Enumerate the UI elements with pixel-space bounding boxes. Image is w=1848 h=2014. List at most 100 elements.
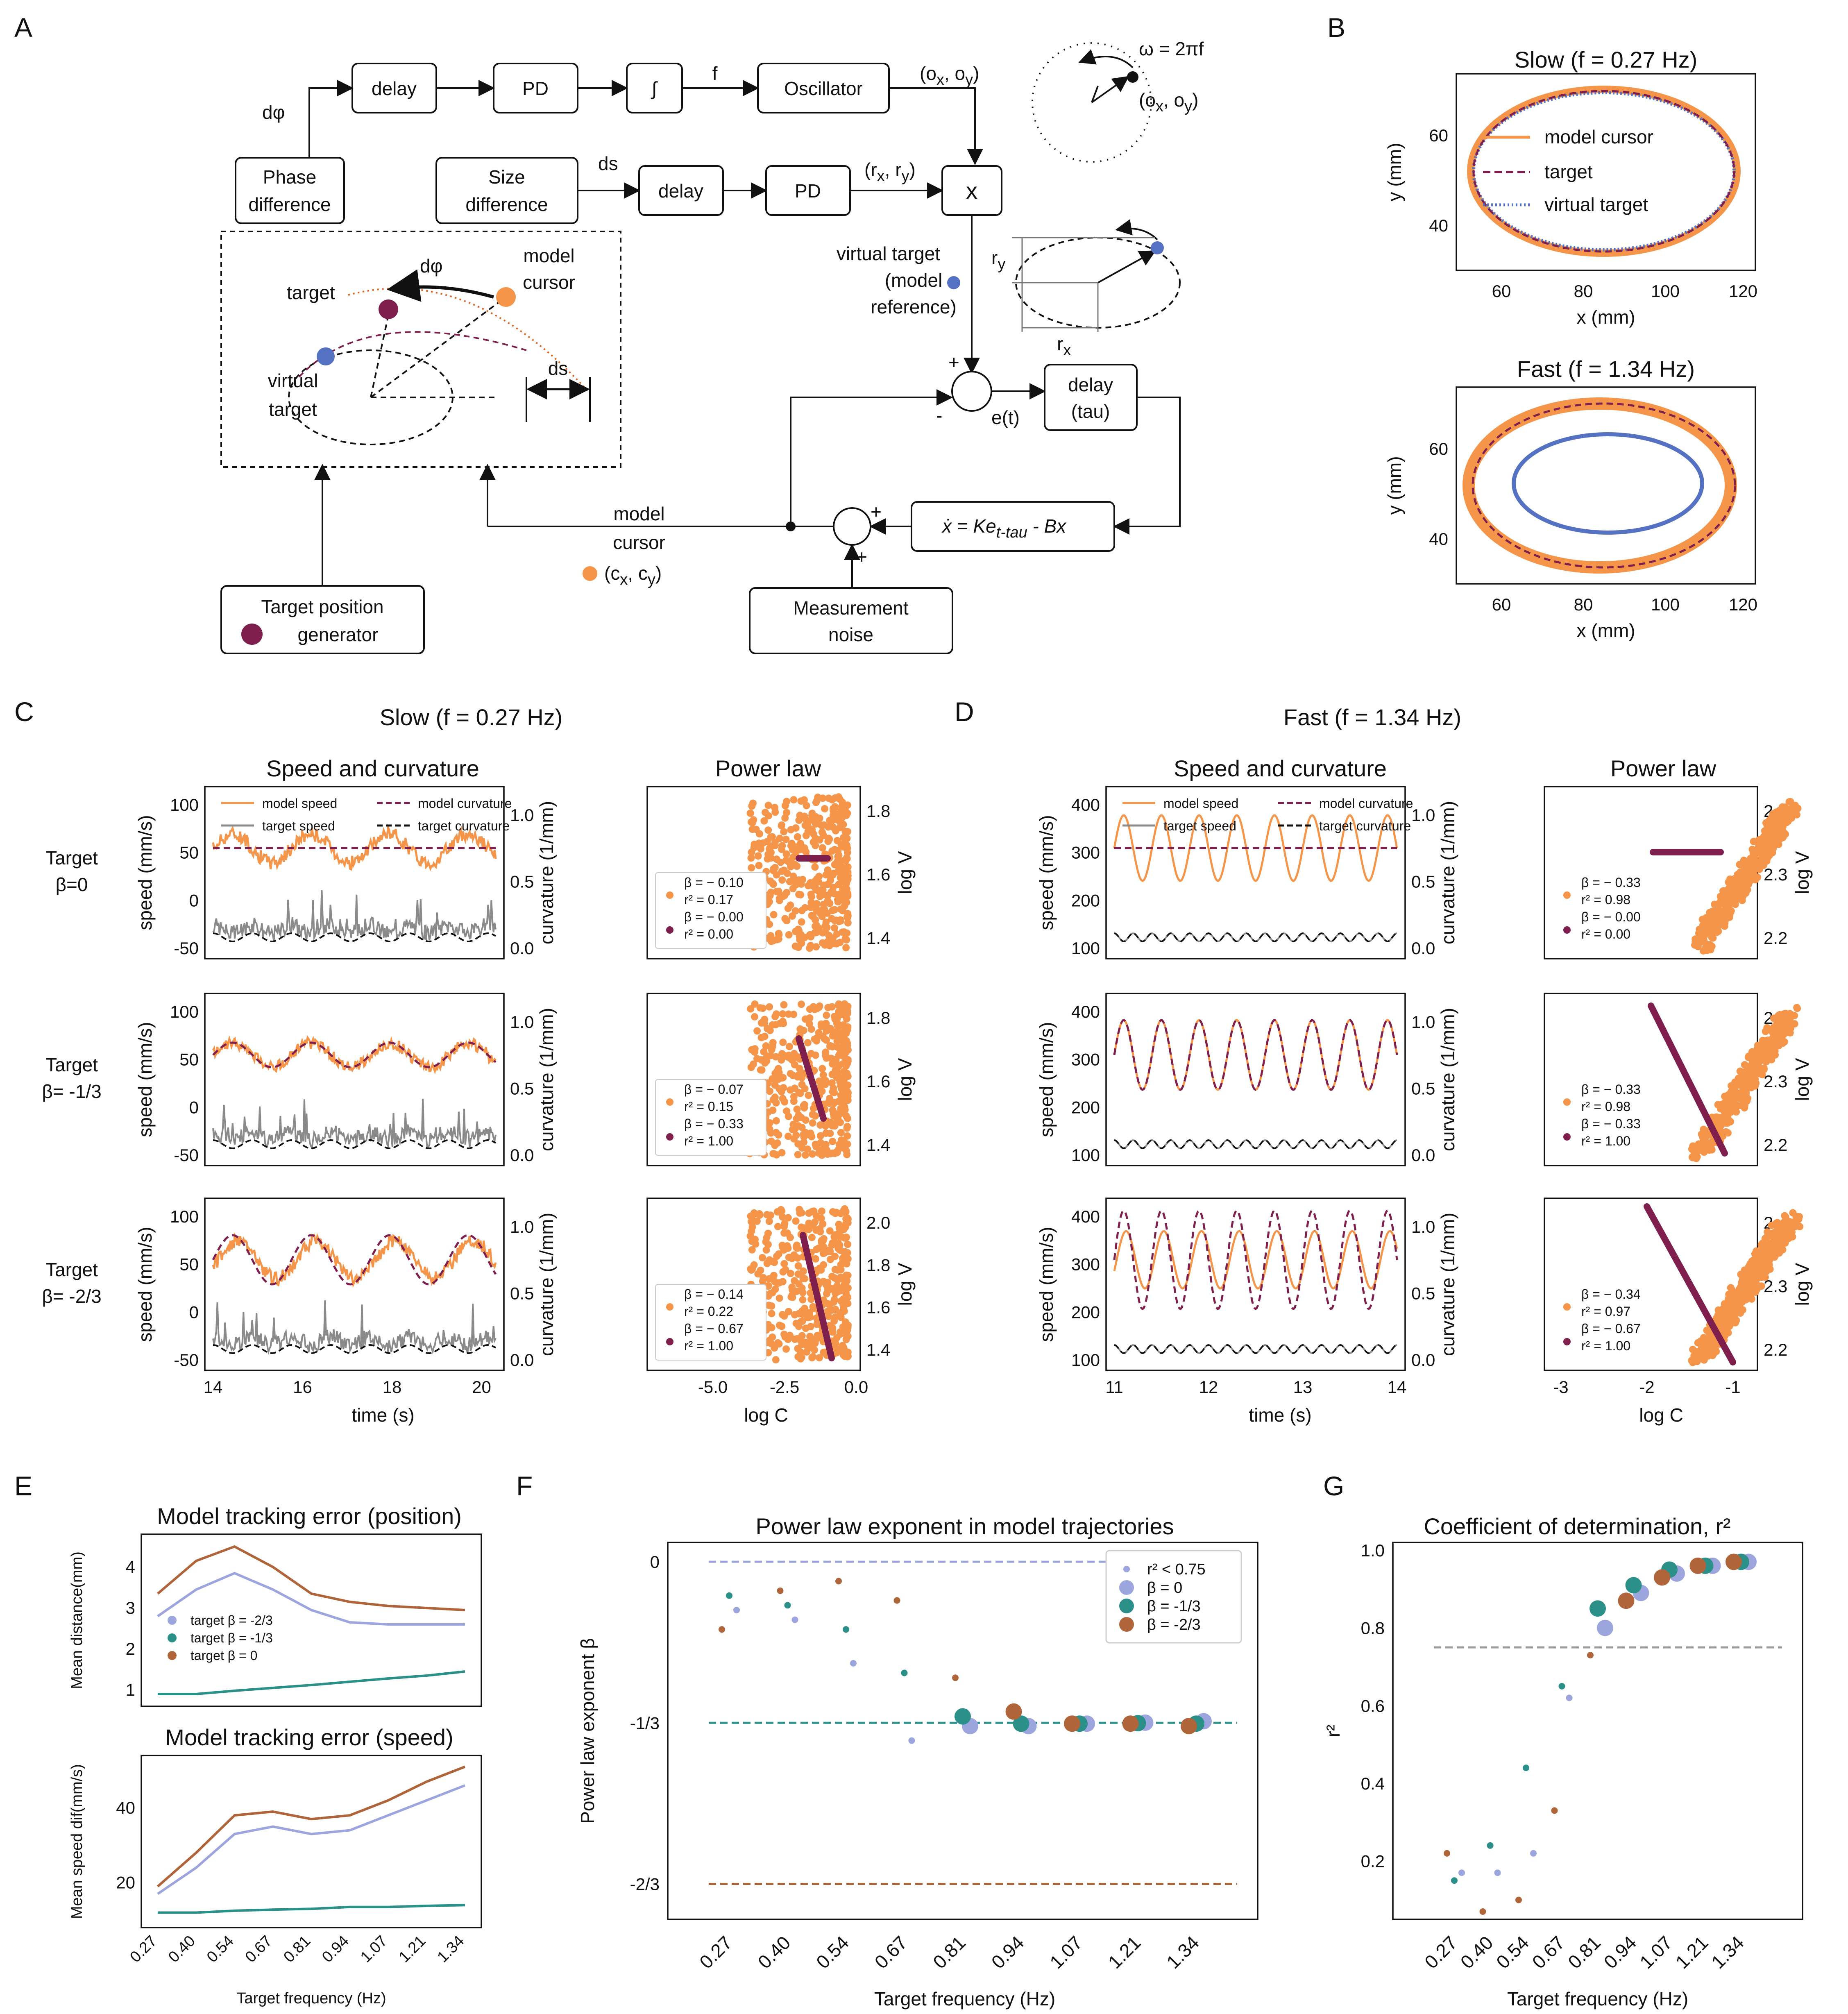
model-point <box>1701 1348 1709 1356</box>
row-label: Target <box>45 847 98 869</box>
b-fast-ytick: 60 <box>1429 439 1448 458</box>
model-point <box>1714 1114 1722 1122</box>
model-point <box>833 1241 841 1249</box>
model-point <box>751 1013 758 1021</box>
model-point <box>765 1302 773 1309</box>
model-point <box>1745 1083 1753 1091</box>
speed-tick: 400 <box>1071 795 1100 814</box>
fit-legend-marker <box>1563 1133 1571 1141</box>
ytick: 0.6 <box>1361 1696 1385 1715</box>
model-point <box>769 1274 777 1281</box>
model-point <box>1745 877 1753 885</box>
model-point <box>831 1122 839 1130</box>
model-point <box>825 869 832 877</box>
b-slow-cursor-ellipse <box>1467 86 1741 257</box>
power-law-ytick: 2.3 <box>1764 865 1787 884</box>
speed-ylabel: speed (mm/s) <box>134 815 156 930</box>
model-point <box>818 1151 826 1159</box>
model-point <box>800 1102 807 1109</box>
panel-b: Slow (f = 0.27 Hz) x (mm) y (mm) 60 80 1… <box>1384 47 1757 641</box>
model-point <box>808 1354 816 1361</box>
model-point <box>1769 842 1777 850</box>
model-point <box>839 1041 847 1049</box>
legend-text: model speed <box>262 796 337 811</box>
model-point <box>824 897 832 905</box>
model-point <box>1749 849 1757 857</box>
model-point <box>844 1073 852 1080</box>
b-fast-xtick: 120 <box>1729 595 1757 614</box>
model-point <box>800 1310 808 1318</box>
model-point <box>775 1131 782 1139</box>
e-ytick-1: 3 <box>126 1598 135 1617</box>
series-line <box>157 1765 466 1887</box>
curvature-tick: 0.5 <box>510 872 534 891</box>
model-point <box>748 818 755 826</box>
xtick: 0.27 <box>1420 1932 1461 1973</box>
fit-legend-text: β = − 0.33 <box>1581 1082 1641 1097</box>
model-point <box>811 863 819 871</box>
d-col1-title: Speed and curvature <box>1174 755 1387 781</box>
model-point <box>1726 875 1734 883</box>
fit-legend-text: β = − 0.67 <box>684 1321 744 1336</box>
model-point <box>805 1091 812 1099</box>
model-point <box>1739 1277 1746 1285</box>
model-point <box>844 1241 852 1248</box>
model-point <box>830 1298 838 1306</box>
b-slow-ylabel: y (mm) <box>1384 143 1405 201</box>
model-point <box>794 1262 802 1270</box>
model-point <box>1722 1119 1730 1127</box>
model-point <box>1765 1261 1773 1269</box>
model-point <box>841 1026 849 1034</box>
f-title: Power law exponent in model trajectories <box>756 1513 1174 1539</box>
model-point <box>823 923 831 931</box>
model-point <box>771 1344 778 1352</box>
model-point <box>1755 1261 1762 1268</box>
model-point <box>801 904 809 912</box>
scatter-point <box>1523 1765 1529 1771</box>
model-point <box>833 1014 841 1022</box>
model-speed-line <box>1113 1230 1398 1290</box>
curvature-tick: 0.5 <box>1411 872 1435 891</box>
model-point <box>1762 1254 1770 1262</box>
model-point <box>782 850 790 858</box>
dynamics-equation: ẋ = Ket-tau - Bx <box>941 515 1067 541</box>
integrator-label: ∫ <box>651 78 658 99</box>
power-law-ytick: 2.0 <box>866 1213 890 1232</box>
curvature-tick: 0.0 <box>510 1145 534 1165</box>
ytick: -2/3 <box>630 1875 660 1894</box>
model-point <box>752 1240 760 1248</box>
model-point <box>804 1345 812 1352</box>
c-col1-title: Speed and curvature <box>266 755 479 781</box>
scatter-point <box>1587 1652 1594 1659</box>
model-point <box>800 1133 808 1141</box>
model-point <box>782 835 790 843</box>
target-curvature-line <box>213 1344 497 1354</box>
scatter-point <box>1515 1896 1522 1903</box>
e-xtick: 0.27 <box>127 1932 160 1966</box>
power-law-ytick: 1.4 <box>866 928 890 948</box>
model-point <box>799 1296 807 1304</box>
model-point <box>748 1246 756 1254</box>
model-point <box>757 1066 764 1074</box>
model-point <box>808 1234 816 1241</box>
model-point <box>767 1211 774 1219</box>
model-point <box>767 1052 775 1059</box>
model-point <box>843 936 850 944</box>
model-point <box>794 1254 801 1262</box>
fit-legend-text: r² = 1.00 <box>1581 1338 1630 1353</box>
model-point <box>787 1234 794 1241</box>
model-point <box>844 889 852 897</box>
inset-target-dot <box>379 299 398 319</box>
model-point <box>836 1330 844 1338</box>
curvature-tick: 1.0 <box>510 1217 534 1236</box>
speed-curvature-axes <box>204 993 505 1166</box>
speed-tick: -50 <box>174 939 199 958</box>
model-point <box>1751 1082 1759 1090</box>
model-point <box>1782 1024 1789 1032</box>
model-point <box>783 809 791 816</box>
model-point <box>834 896 841 904</box>
b-legend: model cursor target virtual target <box>1483 126 1653 215</box>
model-cursor-dot <box>583 566 597 581</box>
model-point <box>780 1001 788 1009</box>
model-point <box>839 1089 847 1097</box>
